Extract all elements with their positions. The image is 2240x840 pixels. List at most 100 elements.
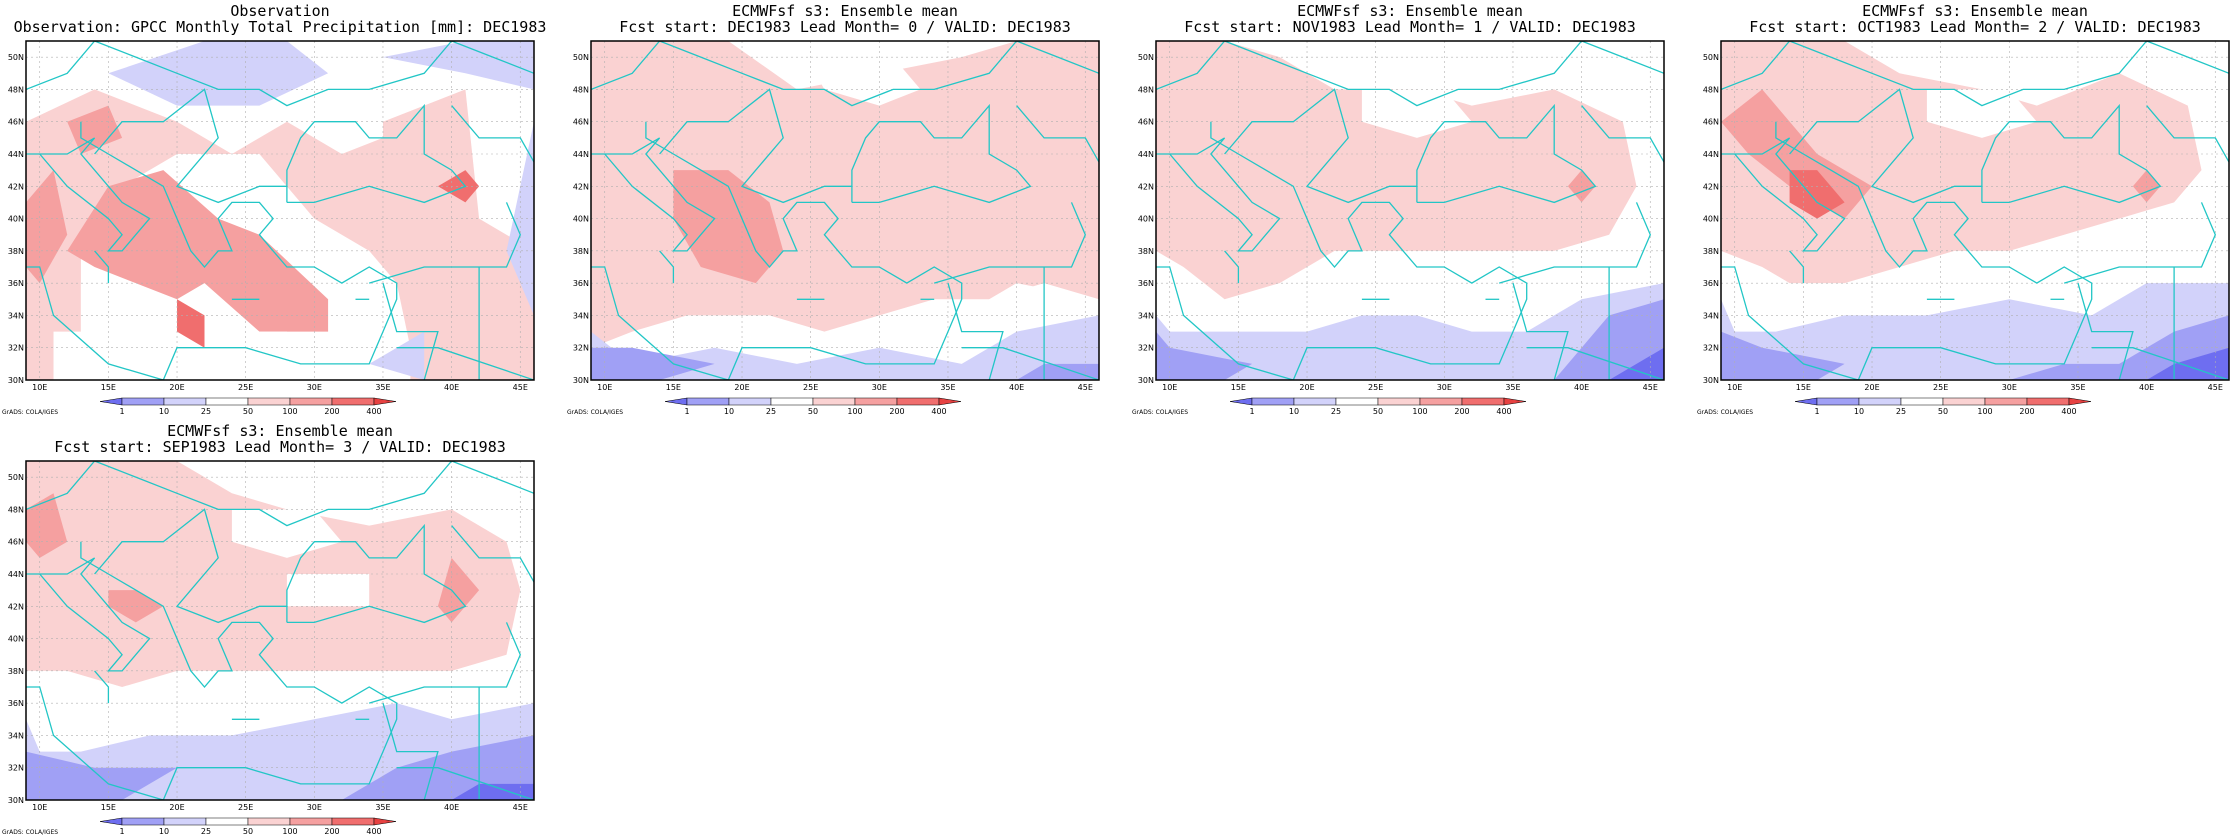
lat-tick-label: 40N <box>8 215 24 224</box>
lon-tick-label: 30E <box>2002 383 2017 392</box>
coastline <box>1789 88 1982 204</box>
colorbar-tick-label: 10 <box>1289 407 1299 416</box>
colorbar: 1 10 25 50 100 200 400 <box>1794 397 2092 416</box>
lat-tick-label: 34N <box>8 731 24 740</box>
precip-shade-region <box>1721 283 2229 380</box>
precip-shade-region <box>961 283 1099 332</box>
lat-tick-label: 50N <box>8 473 24 482</box>
coastline <box>1499 202 1652 284</box>
map-panel-lead2: ECMWFsf s3: Ensemble mean Fcst start: OCT… <box>1695 0 2240 420</box>
map-panel-lead3: ECMWFsf s3: Ensemble mean Fcst start: SEP… <box>0 420 560 840</box>
coastline <box>1016 105 1099 164</box>
precip-shade-region <box>1721 331 1845 380</box>
map-panel-lead1: ECMWFsf s3: Ensemble mean Fcst start: NOV… <box>1130 0 1690 420</box>
map-frame <box>25 460 535 801</box>
precip-shade-region <box>204 331 287 380</box>
colorbar-tick-label: 400 <box>2061 407 2076 416</box>
colorbar-tick-label: 200 <box>324 407 339 416</box>
colorbar-tick-label: 25 <box>201 827 211 836</box>
coastline <box>94 88 287 204</box>
colorbar-segment <box>896 397 940 406</box>
lon-tick-label: 20E <box>1864 383 1879 392</box>
lat-tick-label: 36N <box>8 699 24 708</box>
lon-tick-label: 10E <box>32 383 47 392</box>
lon-tick-label: 35E <box>1505 383 1520 392</box>
lat-tick-label: 40N <box>573 215 589 224</box>
coastline <box>1721 41 2229 107</box>
lat-tick-label: 42N <box>8 182 24 191</box>
colorbar-tick-label: 400 <box>366 827 381 836</box>
lat-tick-label: 40N <box>1703 215 1719 224</box>
lon-tick-label: 25E <box>238 383 253 392</box>
lon-tick-label: 30E <box>872 383 887 392</box>
precip-shade-region <box>506 121 534 316</box>
lat-tick-label: 50N <box>8 53 24 62</box>
map-area <box>26 461 534 800</box>
lat-tick-label: 38N <box>8 667 24 676</box>
colorbar-tick-label: 25 <box>201 407 211 416</box>
colorbar-segment <box>1251 397 1295 406</box>
map-area <box>591 41 1099 380</box>
lat-tick-label: 32N <box>8 764 24 773</box>
colorbar-tick-label: 50 <box>243 827 253 836</box>
lon-tick-label: 30E <box>1437 383 1452 392</box>
colorbar-segment <box>664 397 688 406</box>
lat-tick-label: 36N <box>573 279 589 288</box>
lat-tick-label: 48N <box>1138 85 1154 94</box>
colorbar-tick-label: 50 <box>808 407 818 416</box>
colorbar-tick-label: 200 <box>324 827 339 836</box>
panel-title-line2: Fcst start: OCT1983 Lead Month= 2 / VALI… <box>1749 18 2201 36</box>
lon-tick-label: 25E <box>803 383 818 392</box>
coastline <box>94 508 287 624</box>
coastline <box>382 702 439 800</box>
colorbar-segment <box>854 397 898 406</box>
coastline <box>451 525 534 584</box>
lon-tick-label: 25E <box>1368 383 1383 392</box>
lon-tick-label: 10E <box>597 383 612 392</box>
colorbar-segment <box>1335 397 1379 406</box>
lat-tick-label: 38N <box>1138 247 1154 256</box>
colorbar-tick-label: 50 <box>243 407 253 416</box>
colorbar-segment <box>331 397 375 406</box>
colorbar-tick-label: 100 <box>282 407 297 416</box>
lon-tick-label: 40E <box>444 383 459 392</box>
colorbar-segment <box>373 397 397 406</box>
lat-tick-label: 42N <box>573 182 589 191</box>
coastline <box>934 202 1087 284</box>
map-area <box>1156 41 1664 380</box>
colorbar-segment <box>289 817 333 826</box>
precip-shade-region <box>286 574 370 607</box>
coastline <box>851 103 1032 204</box>
coastline <box>1512 282 1569 380</box>
colorbar-segment <box>938 397 962 406</box>
lon-tick-label: 40E <box>2139 383 2154 392</box>
precip-shade-region <box>1156 283 1664 380</box>
lat-tick-label: 30N <box>8 376 24 385</box>
lat-tick-label: 38N <box>8 247 24 256</box>
colorbar: 1 10 25 50 100 200 400 <box>664 397 962 416</box>
lat-tick-label: 30N <box>1703 376 1719 385</box>
lon-tick-label: 40E <box>1574 383 1589 392</box>
colorbar-segment <box>1816 397 1860 406</box>
map-frame <box>25 40 535 381</box>
lon-tick-label: 20E <box>169 803 184 812</box>
lat-tick-label: 44N <box>573 150 589 159</box>
colorbar-tick-label: 200 <box>2019 407 2034 416</box>
colorbar-segment <box>1794 397 1818 406</box>
precip-shade-region <box>591 347 715 380</box>
lon-tick-label: 15E <box>666 383 681 392</box>
precip-shade-region <box>1016 363 1099 380</box>
colorbar-segment <box>205 397 249 406</box>
map-area <box>26 41 534 380</box>
precip-shade-region <box>591 315 1099 380</box>
lon-tick-label: 45E <box>2208 383 2223 392</box>
lat-tick-label: 48N <box>8 85 24 94</box>
coastline <box>961 347 1099 380</box>
colorbar-tick-label: 100 <box>847 407 862 416</box>
lat-tick-label: 36N <box>8 279 24 288</box>
